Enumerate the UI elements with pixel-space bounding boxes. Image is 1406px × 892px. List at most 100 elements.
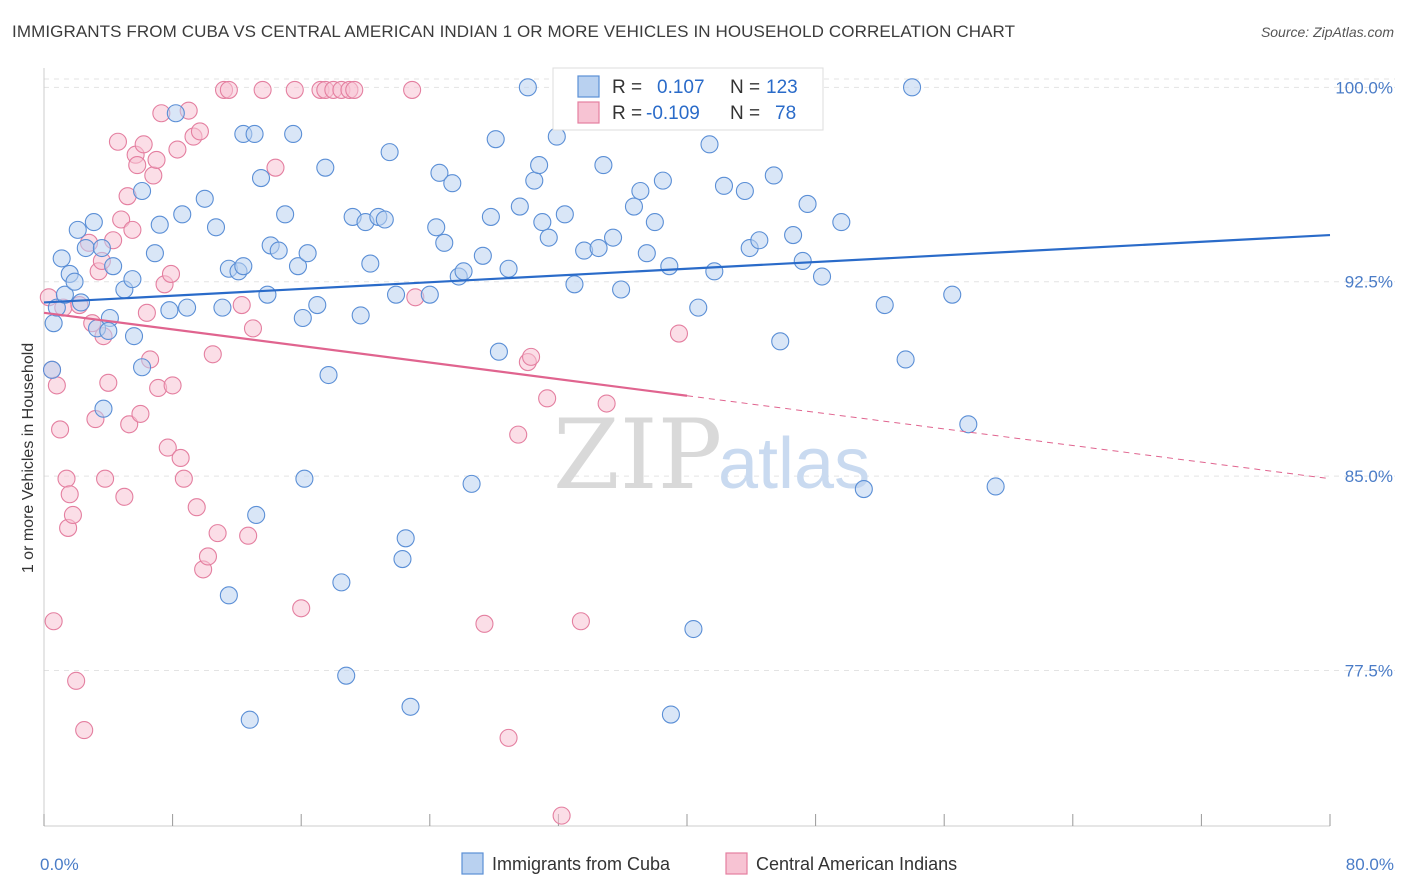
point-cuba	[251, 168, 271, 188]
trend-lines	[43, 233, 1331, 480]
point-cuba	[420, 285, 439, 304]
point-cai	[168, 140, 187, 159]
point-cai	[161, 264, 181, 283]
point-cuba	[798, 194, 817, 214]
y-tick-label: 92.5%	[1345, 273, 1393, 292]
point-cai	[403, 80, 422, 99]
point-cuba	[653, 171, 672, 190]
point-cai	[60, 485, 79, 504]
point-cuba	[104, 257, 123, 276]
point-cai	[243, 319, 263, 338]
point-cuba	[160, 301, 179, 320]
point-cuba	[714, 176, 734, 195]
point-cuba	[771, 332, 790, 351]
cai-n-label: N =	[730, 103, 760, 124]
point-cuba	[533, 213, 552, 232]
point-cai	[552, 806, 571, 825]
point-cuba	[631, 181, 650, 201]
watermark: ZIP atlas	[553, 399, 870, 511]
point-cuba	[443, 174, 462, 193]
point-cuba	[959, 415, 978, 434]
point-cuba	[386, 285, 406, 304]
point-cai	[174, 469, 193, 488]
point-cuba	[660, 257, 679, 276]
cai-n-value: 78	[775, 103, 796, 124]
point-cuba	[92, 238, 111, 258]
point-cuba	[55, 285, 74, 304]
legend-swatch-cai	[725, 852, 748, 875]
point-cuba	[473, 246, 492, 265]
x-tick-label: 0.0%	[40, 855, 79, 874]
point-cuba	[624, 197, 644, 216]
point-cuba	[518, 78, 537, 97]
point-cai	[131, 404, 150, 423]
point-cai	[266, 158, 285, 177]
point-cuba	[71, 293, 91, 312]
point-cuba	[396, 529, 415, 548]
point-cuba	[594, 156, 613, 175]
series-immigrants-from-cuba	[42, 78, 1005, 729]
axes	[43, 68, 1331, 827]
point-cuba	[52, 249, 71, 268]
y-axis-label: 1 or more Vehicles in Household	[20, 343, 37, 573]
point-cuba	[793, 251, 812, 271]
point-cuba	[481, 207, 500, 226]
point-cuba	[943, 285, 962, 304]
point-cuba	[735, 181, 754, 201]
point-cuba	[47, 298, 66, 317]
point-cuba	[645, 213, 664, 232]
point-cuba	[525, 171, 544, 190]
point-cai	[108, 132, 127, 151]
point-cuba	[206, 218, 226, 237]
point-cai	[198, 547, 218, 566]
point-cuba	[68, 220, 87, 239]
point-cuba	[430, 163, 449, 182]
point-cuba	[247, 505, 266, 525]
point-cuba	[293, 308, 312, 328]
point-cai	[499, 728, 518, 747]
point-cuba	[489, 342, 508, 361]
point-cuba	[565, 275, 584, 294]
stats-legend-box: R = 0.107 N = 123 R = -0.109 N = 78	[552, 67, 824, 131]
point-cuba	[462, 474, 481, 493]
point-cuba	[319, 365, 338, 385]
point-cai	[253, 80, 272, 99]
point-cuba	[530, 156, 549, 175]
point-cuba	[454, 262, 473, 281]
point-cai	[203, 345, 222, 364]
point-cai	[63, 505, 82, 525]
point-cuba	[178, 298, 197, 317]
point-cai	[571, 612, 590, 631]
point-cuba	[269, 241, 288, 260]
point-cuba	[276, 205, 295, 224]
point-cuba	[875, 295, 894, 315]
point-cai	[509, 425, 528, 444]
cuba-swatch	[577, 75, 600, 98]
point-cuba	[764, 166, 783, 185]
point-cuba	[902, 78, 922, 97]
point-cuba	[332, 573, 351, 592]
point-cuba	[166, 104, 185, 123]
point-cuba	[124, 327, 144, 346]
point-cuba	[784, 226, 803, 245]
point-cuba	[133, 358, 152, 377]
point-cuba	[812, 267, 832, 286]
legend-swatch-cuba	[461, 852, 484, 875]
point-cuba	[133, 181, 152, 201]
point-cuba	[435, 233, 454, 252]
point-cai	[44, 612, 63, 631]
point-cuba	[258, 285, 277, 304]
point-cuba	[661, 705, 680, 724]
point-cai	[285, 80, 304, 99]
point-cuba	[213, 298, 232, 317]
y-tick-labels: 100.0% 92.5% 85.0% 77.5%	[1335, 78, 1393, 680]
point-cuba	[84, 213, 103, 232]
point-cai	[144, 166, 163, 185]
cai-r-label: R =	[612, 103, 642, 124]
y-tick-label: 77.5%	[1345, 661, 1393, 680]
point-cuba	[42, 360, 62, 379]
y-tick-label: 100.0%	[1335, 78, 1393, 97]
point-cuba	[612, 280, 631, 299]
point-cuba	[234, 257, 253, 276]
point-cai	[522, 347, 541, 366]
